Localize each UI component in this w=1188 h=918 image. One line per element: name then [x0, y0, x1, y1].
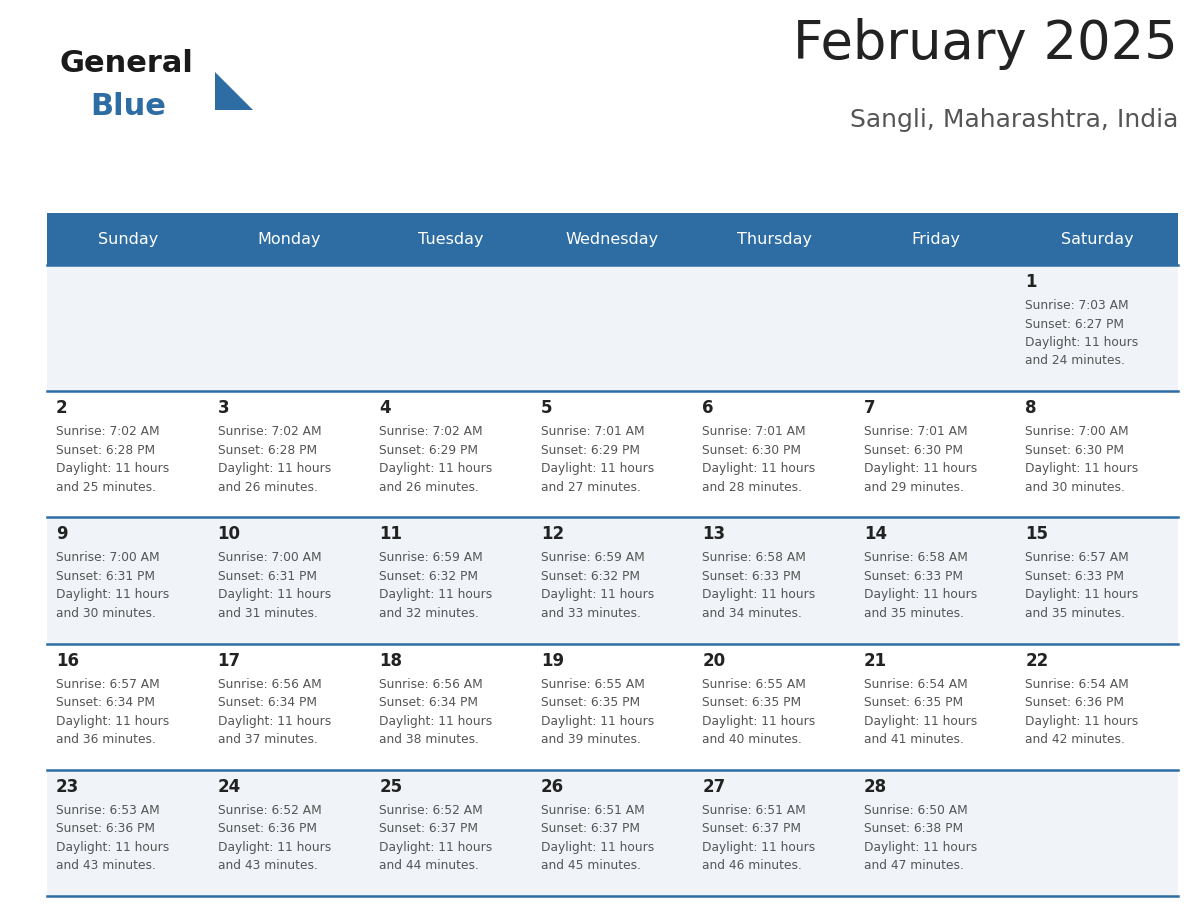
Text: Sunrise: 6:58 AM
Sunset: 6:33 PM
Daylight: 11 hours
and 34 minutes.: Sunrise: 6:58 AM Sunset: 6:33 PM Dayligh…	[702, 552, 815, 620]
Bar	[48, 770, 1178, 896]
Text: 18: 18	[379, 652, 403, 669]
Text: 19: 19	[541, 652, 564, 669]
Bar	[371, 213, 532, 265]
Bar	[694, 213, 855, 265]
Bar	[48, 265, 1178, 391]
Bar	[48, 644, 1178, 770]
Text: Sunrise: 6:57 AM
Sunset: 6:33 PM
Daylight: 11 hours
and 35 minutes.: Sunrise: 6:57 AM Sunset: 6:33 PM Dayligh…	[1025, 552, 1138, 620]
Polygon shape	[215, 72, 253, 110]
Text: 4: 4	[379, 399, 391, 417]
Text: Sunrise: 7:03 AM
Sunset: 6:27 PM
Daylight: 11 hours
and 24 minutes.: Sunrise: 7:03 AM Sunset: 6:27 PM Dayligh…	[1025, 299, 1138, 367]
Text: 20: 20	[702, 652, 726, 669]
Text: Monday: Monday	[258, 231, 321, 247]
Bar	[855, 213, 1017, 265]
Text: Sunrise: 6:59 AM
Sunset: 6:32 PM
Daylight: 11 hours
and 33 minutes.: Sunrise: 6:59 AM Sunset: 6:32 PM Dayligh…	[541, 552, 653, 620]
Text: Sunrise: 6:53 AM
Sunset: 6:36 PM
Daylight: 11 hours
and 43 minutes.: Sunrise: 6:53 AM Sunset: 6:36 PM Dayligh…	[56, 804, 169, 872]
Text: 6: 6	[702, 399, 714, 417]
Bar	[532, 213, 694, 265]
Text: Sunrise: 6:50 AM
Sunset: 6:38 PM
Daylight: 11 hours
and 47 minutes.: Sunrise: 6:50 AM Sunset: 6:38 PM Dayligh…	[864, 804, 977, 872]
Bar	[48, 518, 1178, 644]
Text: Sangli, Maharashtra, India: Sangli, Maharashtra, India	[849, 108, 1178, 132]
Text: Sunrise: 6:51 AM
Sunset: 6:37 PM
Daylight: 11 hours
and 45 minutes.: Sunrise: 6:51 AM Sunset: 6:37 PM Dayligh…	[541, 804, 653, 872]
Text: 10: 10	[217, 525, 241, 543]
Text: Sunrise: 6:55 AM
Sunset: 6:35 PM
Daylight: 11 hours
and 40 minutes.: Sunrise: 6:55 AM Sunset: 6:35 PM Dayligh…	[702, 677, 815, 746]
Text: Sunrise: 6:56 AM
Sunset: 6:34 PM
Daylight: 11 hours
and 37 minutes.: Sunrise: 6:56 AM Sunset: 6:34 PM Dayligh…	[217, 677, 330, 746]
Text: 28: 28	[864, 778, 887, 796]
Text: Sunrise: 7:02 AM
Sunset: 6:28 PM
Daylight: 11 hours
and 26 minutes.: Sunrise: 7:02 AM Sunset: 6:28 PM Dayligh…	[217, 425, 330, 494]
Text: Sunrise: 7:02 AM
Sunset: 6:29 PM
Daylight: 11 hours
and 26 minutes.: Sunrise: 7:02 AM Sunset: 6:29 PM Dayligh…	[379, 425, 492, 494]
Text: Sunrise: 6:51 AM
Sunset: 6:37 PM
Daylight: 11 hours
and 46 minutes.: Sunrise: 6:51 AM Sunset: 6:37 PM Dayligh…	[702, 804, 815, 872]
Text: 16: 16	[56, 652, 78, 669]
Text: 12: 12	[541, 525, 564, 543]
Text: 21: 21	[864, 652, 887, 669]
Text: General: General	[61, 49, 194, 78]
Text: Blue: Blue	[90, 92, 166, 121]
Text: Sunrise: 7:00 AM
Sunset: 6:31 PM
Daylight: 11 hours
and 30 minutes.: Sunrise: 7:00 AM Sunset: 6:31 PM Dayligh…	[56, 552, 169, 620]
Text: 17: 17	[217, 652, 241, 669]
Text: Sunrise: 6:52 AM
Sunset: 6:37 PM
Daylight: 11 hours
and 44 minutes.: Sunrise: 6:52 AM Sunset: 6:37 PM Dayligh…	[379, 804, 492, 872]
Text: Sunrise: 7:00 AM
Sunset: 6:30 PM
Daylight: 11 hours
and 30 minutes.: Sunrise: 7:00 AM Sunset: 6:30 PM Dayligh…	[1025, 425, 1138, 494]
Text: 14: 14	[864, 525, 887, 543]
Text: 5: 5	[541, 399, 552, 417]
Text: Sunrise: 6:56 AM
Sunset: 6:34 PM
Daylight: 11 hours
and 38 minutes.: Sunrise: 6:56 AM Sunset: 6:34 PM Dayligh…	[379, 677, 492, 746]
Bar	[209, 213, 371, 265]
Text: Sunrise: 6:54 AM
Sunset: 6:36 PM
Daylight: 11 hours
and 42 minutes.: Sunrise: 6:54 AM Sunset: 6:36 PM Dayligh…	[1025, 677, 1138, 746]
Text: 24: 24	[217, 778, 241, 796]
Text: Sunrise: 6:55 AM
Sunset: 6:35 PM
Daylight: 11 hours
and 39 minutes.: Sunrise: 6:55 AM Sunset: 6:35 PM Dayligh…	[541, 677, 653, 746]
Text: Sunrise: 7:02 AM
Sunset: 6:28 PM
Daylight: 11 hours
and 25 minutes.: Sunrise: 7:02 AM Sunset: 6:28 PM Dayligh…	[56, 425, 169, 494]
Text: Sunrise: 7:01 AM
Sunset: 6:30 PM
Daylight: 11 hours
and 29 minutes.: Sunrise: 7:01 AM Sunset: 6:30 PM Dayligh…	[864, 425, 977, 494]
Text: Sunrise: 7:00 AM
Sunset: 6:31 PM
Daylight: 11 hours
and 31 minutes.: Sunrise: 7:00 AM Sunset: 6:31 PM Dayligh…	[217, 552, 330, 620]
Text: 3: 3	[217, 399, 229, 417]
Text: Sunrise: 6:59 AM
Sunset: 6:32 PM
Daylight: 11 hours
and 32 minutes.: Sunrise: 6:59 AM Sunset: 6:32 PM Dayligh…	[379, 552, 492, 620]
Text: 27: 27	[702, 778, 726, 796]
Text: 9: 9	[56, 525, 68, 543]
Text: Saturday: Saturday	[1061, 231, 1133, 247]
Text: 11: 11	[379, 525, 403, 543]
Text: 26: 26	[541, 778, 564, 796]
Text: 13: 13	[702, 525, 726, 543]
Text: 1: 1	[1025, 273, 1037, 291]
Text: 2: 2	[56, 399, 68, 417]
Text: 7: 7	[864, 399, 876, 417]
Text: 15: 15	[1025, 525, 1049, 543]
Text: Wednesday: Wednesday	[565, 231, 659, 247]
Text: Sunrise: 6:57 AM
Sunset: 6:34 PM
Daylight: 11 hours
and 36 minutes.: Sunrise: 6:57 AM Sunset: 6:34 PM Dayligh…	[56, 677, 169, 746]
Text: Thursday: Thursday	[737, 231, 811, 247]
Text: 25: 25	[379, 778, 403, 796]
Text: Sunrise: 6:52 AM
Sunset: 6:36 PM
Daylight: 11 hours
and 43 minutes.: Sunrise: 6:52 AM Sunset: 6:36 PM Dayligh…	[217, 804, 330, 872]
Text: Tuesday: Tuesday	[418, 231, 484, 247]
Text: Sunrise: 7:01 AM
Sunset: 6:30 PM
Daylight: 11 hours
and 28 minutes.: Sunrise: 7:01 AM Sunset: 6:30 PM Dayligh…	[702, 425, 815, 494]
Text: 22: 22	[1025, 652, 1049, 669]
Text: Sunrise: 6:58 AM
Sunset: 6:33 PM
Daylight: 11 hours
and 35 minutes.: Sunrise: 6:58 AM Sunset: 6:33 PM Dayligh…	[864, 552, 977, 620]
Bar	[48, 391, 1178, 518]
Text: Friday: Friday	[911, 231, 960, 247]
Text: 8: 8	[1025, 399, 1037, 417]
Text: February 2025: February 2025	[794, 18, 1178, 70]
Text: Sunday: Sunday	[97, 231, 158, 247]
Text: Sunrise: 7:01 AM
Sunset: 6:29 PM
Daylight: 11 hours
and 27 minutes.: Sunrise: 7:01 AM Sunset: 6:29 PM Dayligh…	[541, 425, 653, 494]
Bar	[48, 213, 209, 265]
Bar	[1017, 213, 1178, 265]
Text: 23: 23	[56, 778, 80, 796]
Text: Sunrise: 6:54 AM
Sunset: 6:35 PM
Daylight: 11 hours
and 41 minutes.: Sunrise: 6:54 AM Sunset: 6:35 PM Dayligh…	[864, 677, 977, 746]
